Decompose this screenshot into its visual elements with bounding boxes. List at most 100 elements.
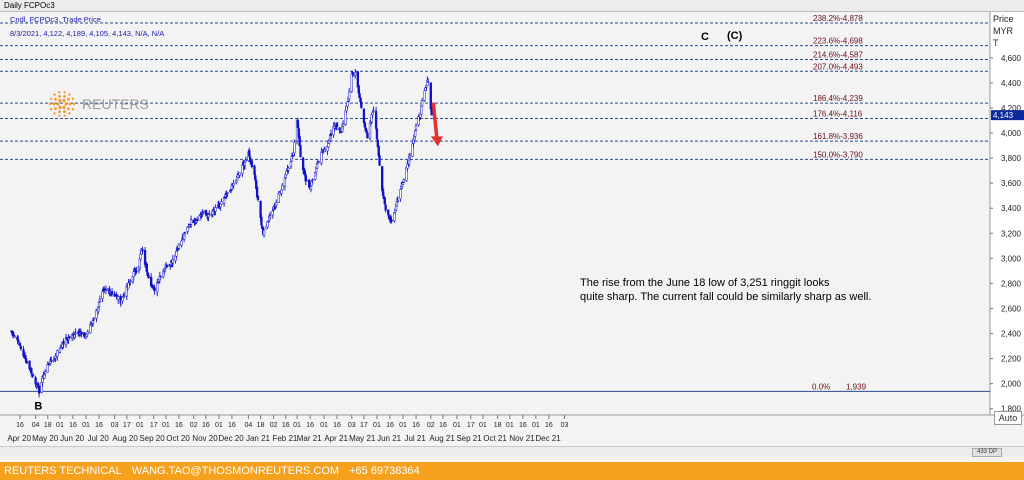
forecast-arrow-head [430, 136, 443, 147]
candle-body [226, 192, 229, 194]
candle-body [390, 219, 393, 222]
candle-body [241, 164, 244, 174]
chart-plot[interactable]: Price MYR T 1,800 2,000 2,200 2,400 2,600 2,800 3… [0, 12, 1024, 446]
candle-body [248, 150, 251, 157]
candle-body [183, 232, 187, 234]
x-tick-label: 01 [532, 422, 540, 429]
candle-body [383, 197, 386, 205]
y-tick-label: 4,400 [1001, 79, 1022, 88]
candle-body [296, 120, 300, 128]
candle-body [427, 81, 430, 83]
y-tick-label: 4,600 [1001, 54, 1022, 63]
y-tick-label: 3,000 [1001, 254, 1022, 263]
candle-body [129, 280, 132, 282]
candle-body [372, 109, 375, 112]
candle-body [34, 377, 37, 385]
candle-body [366, 132, 369, 139]
legend-series: Cndl, FCPOc3, Trade Price [10, 15, 101, 24]
candle-body [414, 130, 417, 137]
candle-body [275, 202, 278, 206]
candle-body [396, 200, 399, 202]
candle-body [147, 274, 150, 279]
candle-body [387, 209, 390, 216]
candle-body [254, 175, 257, 181]
candle-body [395, 201, 399, 207]
candle-body [208, 213, 211, 216]
candle-body [309, 186, 313, 190]
fib-level-label: 214.6%-4,587 [813, 50, 863, 59]
x-tick-label: 02 [270, 422, 278, 429]
candle-body [214, 207, 217, 212]
candle-body [92, 318, 95, 320]
fib-level-label: 238.2%-4,878 [813, 14, 863, 23]
plot-area [0, 12, 990, 415]
price-axis-panel [990, 12, 1024, 415]
x-tick-label: 16 [439, 422, 447, 429]
candle-body [281, 185, 284, 191]
x-month-label: Aug 20 [112, 434, 138, 443]
annotation-line-1: The rise from the June 18 low of 3,251 r… [580, 277, 830, 289]
x-month-label: Nov 21 [509, 434, 535, 443]
time-scrollbar[interactable]: 433 DP [0, 446, 1024, 457]
candle-body [48, 364, 51, 366]
x-tick-label: 18 [494, 422, 502, 429]
candle-body [271, 210, 274, 216]
x-tick-label: 03 [561, 422, 569, 429]
candle-body [402, 179, 406, 183]
candle-body [101, 290, 104, 299]
candle-body [145, 263, 148, 272]
candle-body [135, 270, 138, 273]
candle-body [320, 151, 323, 164]
candle-body [189, 219, 193, 225]
candle-body [368, 122, 372, 139]
wave-label-b: B [34, 400, 42, 412]
candle-body [143, 250, 147, 265]
footer-phone: +65 69738364 [349, 465, 420, 477]
candle-body [230, 184, 234, 190]
candle-body [62, 341, 65, 345]
footer-label: REUTERS TECHNICAL [4, 465, 122, 477]
candle-body [283, 177, 287, 187]
x-tick-label: 16 [95, 422, 103, 429]
candle-body [56, 350, 59, 357]
y-tick-label: 3,800 [1001, 154, 1022, 163]
y-tick-label: 4,000 [1001, 129, 1022, 138]
x-month-label: Jan 21 [246, 434, 271, 443]
candle-body [196, 219, 199, 222]
scrollbar-thumb[interactable]: 433 DP [972, 448, 1002, 457]
candle-body [335, 122, 339, 127]
x-month-label: Apr 20 [7, 434, 31, 443]
x-tick-label: 03 [348, 422, 356, 429]
legend-values: 8/3/2021, 4,122, 4,189, 4,105, 4,143, N/… [10, 29, 164, 38]
y-tick-label: 2,600 [1001, 304, 1022, 313]
candle-body [285, 170, 288, 176]
candle-body [91, 320, 95, 324]
candle-body [365, 129, 368, 133]
candle-body [346, 101, 349, 107]
candle-body [362, 108, 366, 123]
candle-body [104, 289, 108, 291]
x-tick-label: 16 [228, 422, 236, 429]
candle-body [202, 211, 205, 213]
candle-body [256, 195, 260, 200]
x-month-label: Oct 21 [483, 434, 507, 443]
x-tick-label: 16 [202, 422, 210, 429]
axis-header-currency: MYR [993, 26, 1014, 36]
candle-body [74, 332, 77, 334]
candle-body [287, 168, 290, 171]
x-month-label: Jul 20 [87, 434, 109, 443]
candle-body [44, 371, 47, 374]
candle-body [375, 128, 379, 140]
x-month-label: Jul 21 [404, 434, 426, 443]
candle-body [163, 268, 167, 271]
candle-body [211, 209, 214, 215]
auto-scale-button[interactable]: Auto [994, 411, 1022, 425]
y-tick-label: 2,800 [1001, 279, 1022, 288]
x-tick-label: 02 [427, 422, 435, 429]
candle-body [58, 347, 62, 353]
candle-body [299, 145, 302, 157]
candle-body [317, 161, 320, 164]
fib-level-label: 223.6%-4,698 [813, 37, 863, 46]
candle-body [97, 301, 101, 307]
footer-email: WANG.TAO@THOSMONREUTERS.COM [131, 465, 340, 477]
